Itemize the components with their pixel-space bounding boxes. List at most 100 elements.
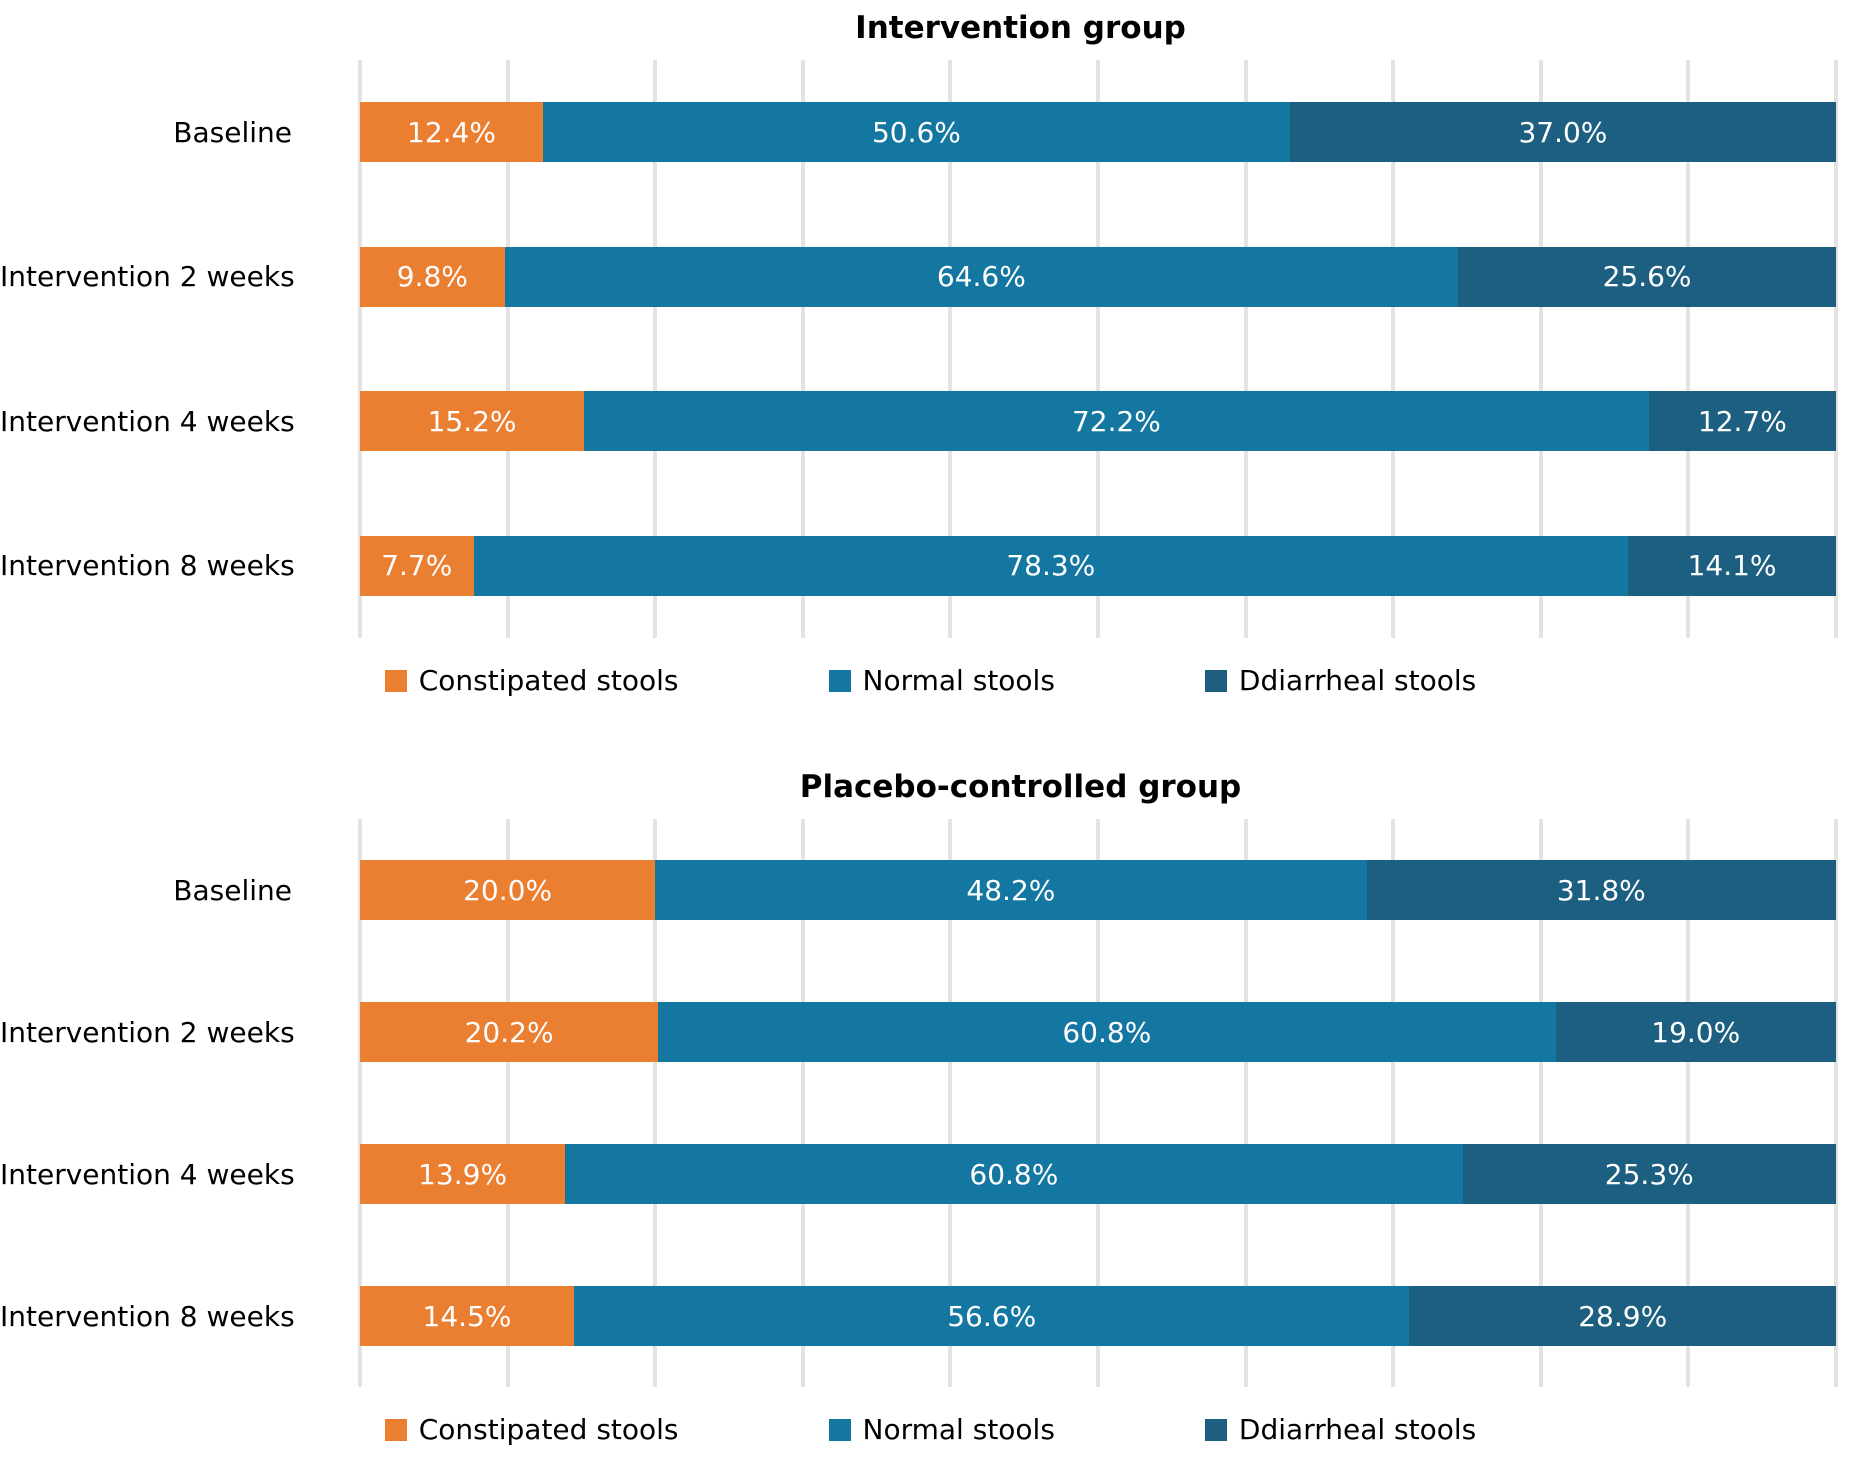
legend-swatch-ddiarrheal-stools [1204, 669, 1227, 692]
gridline [1096, 819, 1100, 1387]
gridline [1243, 60, 1248, 638]
gridline [1834, 819, 1838, 1387]
legend: Constipated stools Normal stools Ddiarrhea… [0, 1413, 1861, 1446]
stacked-bar: 9.8% 64.6% 25.6% [360, 246, 1836, 307]
segment-ddiarrheal-stools: 25.6% [1458, 246, 1836, 307]
legend-label: Ddiarrheal stools [1238, 1413, 1477, 1446]
gridline [1391, 60, 1396, 638]
legend-label: Constipated stools [418, 1413, 679, 1446]
legend-item-constipated-stools: Constipated stools [384, 1413, 679, 1446]
legend-label: Ddiarrheal stools [1238, 664, 1477, 697]
bar-row: Baseline 12.4% 50.6% 37.0% [0, 60, 1861, 205]
gridline [505, 60, 510, 638]
segment-ddiarrheal-stools: 31.8% [1366, 860, 1836, 920]
bar-row: Intervention 8 weeks 14.5% 56.6% 28.9% [0, 1245, 1861, 1387]
gridline [1834, 60, 1838, 638]
bar-row: Intervention 8 weeks 7.7% 78.3% 14.1% [0, 494, 1861, 639]
segment-ddiarrheal-stools: 19.0% [1555, 1002, 1836, 1062]
segment-constipated-stools: 7.7% [360, 535, 474, 596]
segment-normal-stools: 60.8% [658, 1002, 1556, 1062]
segment-normal-stools: 64.6% [504, 246, 1459, 307]
gridline [1391, 819, 1396, 1387]
category-label: Intervention 4 weeks [0, 404, 295, 438]
gridline [358, 60, 362, 638]
chart-title: Placebo-controlled group [799, 769, 1242, 805]
gridline [1538, 819, 1543, 1387]
segment-normal-stools: 50.6% [543, 102, 1290, 163]
gridline [653, 819, 658, 1387]
legend-swatch-ddiarrheal-stools [1204, 1418, 1227, 1441]
chart-intervention-group: Intervention group Baseline 12.4% 50.6% 37.… [0, 0, 1861, 697]
bar-row: Intervention 2 weeks 9.8% 64.6% 25.6% [0, 205, 1861, 350]
bar-row: Intervention 2 weeks 20.2% 60.8% 19.0% [0, 961, 1861, 1103]
gridline [358, 819, 362, 1387]
stacked-bar: 20.0% 48.2% 31.8% [360, 860, 1836, 920]
category-label: Intervention 8 weeks [0, 1299, 295, 1333]
stacked-bar: 14.5% 56.6% 28.9% [360, 1286, 1836, 1346]
category-label: Baseline [173, 873, 292, 907]
segment-ddiarrheal-stools: 25.3% [1462, 1144, 1836, 1204]
gridline [1686, 819, 1691, 1387]
category-label: Intervention 2 weeks [0, 1015, 295, 1049]
category-label: Intervention 4 weeks [0, 1157, 295, 1191]
segment-constipated-stools: 13.9% [360, 1144, 566, 1204]
legend-label: Normal stools [862, 664, 1055, 697]
chart-title: Intervention group [855, 10, 1186, 46]
legend-swatch-constipated-stools [384, 669, 407, 692]
gridline [800, 60, 805, 638]
segment-normal-stools: 60.8% [565, 1144, 1463, 1204]
legend-item-normal-stools: Normal stools [828, 664, 1055, 697]
gridline [1686, 60, 1691, 638]
segment-constipated-stools: 9.8% [360, 246, 505, 307]
segment-ddiarrheal-stools: 37.0% [1289, 102, 1836, 163]
segment-ddiarrheal-stools: 12.7% [1648, 391, 1836, 452]
segment-constipated-stools: 20.2% [360, 1002, 659, 1062]
segment-normal-stools: 56.6% [574, 1286, 1410, 1346]
stacked-bar: 12.4% 50.6% 37.0% [360, 102, 1836, 163]
gridline [948, 60, 953, 638]
legend-item-normal-stools: Normal stools [828, 1413, 1055, 1446]
category-label: Baseline [173, 115, 292, 149]
bar-rows: Baseline 12.4% 50.6% 37.0% Intervention 2 we… [0, 60, 1861, 638]
legend-swatch-constipated-stools [384, 1418, 407, 1441]
stacked-bar: 15.2% 72.2% 12.7% [360, 391, 1836, 452]
bar-row: Baseline 20.0% 48.2% 31.8% [0, 819, 1861, 961]
gridline [1096, 60, 1100, 638]
gridlines [358, 60, 1838, 638]
segment-constipated-stools: 15.2% [360, 391, 585, 452]
gridline [505, 819, 510, 1387]
legend-label: Normal stools [862, 1413, 1055, 1446]
legend-item-ddiarrheal-stools: Ddiarrheal stools [1204, 1413, 1477, 1446]
gridline [800, 819, 805, 1387]
legend-label: Constipated stools [418, 664, 679, 697]
legend-swatch-normal-stools [828, 669, 851, 692]
legend-item-ddiarrheal-stools: Ddiarrheal stools [1204, 664, 1477, 697]
gridline [1243, 819, 1248, 1387]
legend-swatch-normal-stools [828, 1418, 851, 1441]
bar-rows: Baseline 20.0% 48.2% 31.8% Intervention 2 we… [0, 819, 1861, 1387]
gridlines [358, 819, 1838, 1387]
segment-constipated-stools: 20.0% [360, 860, 656, 920]
segment-normal-stools: 48.2% [655, 860, 1367, 920]
legend-item-constipated-stools: Constipated stools [384, 664, 679, 697]
bar-row: Intervention 4 weeks 13.9% 60.8% 25.3% [0, 1103, 1861, 1245]
segment-normal-stools: 72.2% [584, 391, 1649, 452]
segment-ddiarrheal-stools: 28.9% [1409, 1286, 1836, 1346]
stacked-bar: 13.9% 60.8% 25.3% [360, 1144, 1836, 1204]
bar-row: Intervention 4 weeks 15.2% 72.2% 12.7% [0, 349, 1861, 494]
gridline [653, 60, 658, 638]
segment-constipated-stools: 14.5% [360, 1286, 575, 1346]
segment-normal-stools: 78.3% [473, 535, 1629, 596]
category-label: Intervention 2 weeks [0, 260, 295, 294]
stacked-bar: 20.2% 60.8% 19.0% [360, 1002, 1836, 1062]
legend: Constipated stools Normal stools Ddiarrhea… [0, 664, 1861, 697]
category-label: Intervention 8 weeks [0, 549, 295, 583]
chart-placebo-controlled-group: Placebo-controlled group Baseline 20.0% 48… [0, 769, 1861, 1446]
gridline [948, 819, 953, 1387]
plot-area: Baseline 12.4% 50.6% 37.0% Intervention 2 we… [0, 60, 1861, 638]
gridline [1538, 60, 1543, 638]
plot-area: Baseline 20.0% 48.2% 31.8% Intervention 2 we… [0, 819, 1861, 1387]
segment-constipated-stools: 12.4% [360, 102, 544, 163]
segment-ddiarrheal-stools: 14.1% [1628, 535, 1836, 596]
